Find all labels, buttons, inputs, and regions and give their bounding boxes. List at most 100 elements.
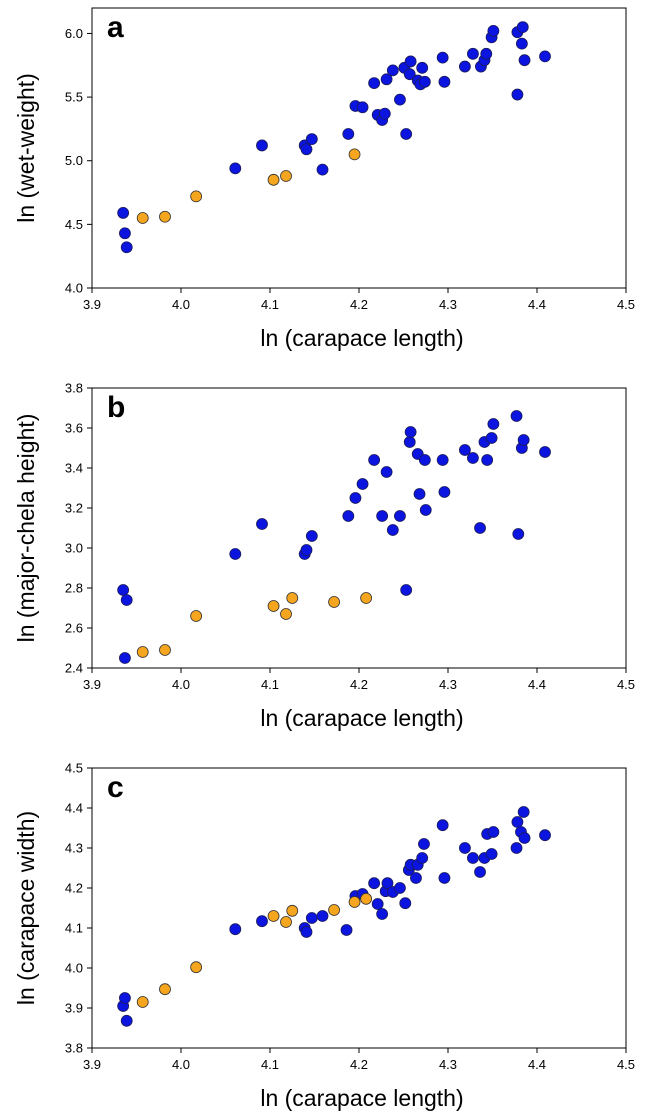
blue-data-point: [400, 584, 413, 596]
blue-data-point: [356, 101, 369, 114]
blue-data-point: [386, 524, 399, 536]
orange-data-point: [286, 904, 299, 917]
plot-frame: [91, 7, 627, 289]
x-tick-label: 4.5: [617, 677, 635, 692]
blue-data-point: [300, 143, 313, 156]
blue-data-point: [459, 842, 471, 854]
orange-data-point: [190, 610, 203, 622]
blue-data-point: [378, 107, 391, 120]
blue-data-point: [418, 838, 430, 850]
y-tick-label: 3.6: [65, 421, 83, 436]
x-axis-title: ln (carapace length): [260, 325, 463, 351]
blue-data-point: [380, 73, 393, 86]
blue-data-point: [539, 446, 551, 458]
x-tick-label: 4.4: [528, 677, 546, 692]
blue-data-point: [120, 594, 133, 606]
orange-data-point: [159, 983, 171, 996]
blue-data-point: [305, 912, 318, 924]
blue-data-point: [518, 54, 531, 67]
x-tick-label: 4.3: [439, 297, 457, 312]
blue-data-point: [481, 454, 494, 466]
blue-data-point: [256, 915, 268, 928]
y-tick-label: 4.1: [65, 921, 83, 936]
blue-data-point: [511, 88, 524, 101]
blue-data-point: [349, 492, 362, 504]
blue-data-point: [371, 898, 384, 910]
blue-data-point: [410, 872, 422, 884]
orange-data-point: [267, 910, 280, 922]
y-tick-label: 2.6: [65, 621, 83, 636]
blue-data-point: [419, 504, 432, 516]
blue-data-point: [400, 128, 413, 140]
y-tick-label: 2.8: [65, 581, 83, 596]
y-tick-label: 4.5: [65, 217, 83, 232]
blue-data-point: [539, 829, 551, 842]
blue-data-point: [510, 410, 523, 422]
y-tick-label: 6.0: [65, 26, 83, 41]
blue-data-point: [517, 806, 530, 818]
orange-data-point: [136, 996, 149, 1008]
blue-data-point: [436, 819, 449, 832]
x-tick-label: 4.3: [439, 677, 457, 692]
y-tick-label: 4.4: [65, 801, 83, 816]
blue-data-point: [403, 68, 416, 81]
x-tick-label: 3.9: [83, 677, 101, 692]
panel-letter: c: [107, 771, 124, 804]
blue-data-point: [436, 51, 449, 64]
blue-data-point: [305, 133, 318, 145]
orange-data-point: [136, 646, 149, 658]
x-axis-title: ln (carapace length): [260, 1085, 463, 1111]
blue-data-point: [342, 510, 355, 522]
x-tick-label: 4.5: [617, 297, 635, 312]
plot-frame: [91, 767, 627, 1049]
orange-data-point: [190, 190, 203, 203]
y-axis-title: ln (wet-weight): [13, 73, 39, 223]
x-tick-label: 4.1: [261, 677, 279, 692]
blue-data-point: [459, 444, 471, 456]
blue-data-point: [305, 530, 318, 542]
blue-data-point: [438, 486, 451, 498]
blue-data-point: [438, 872, 451, 884]
blue-data-point: [487, 25, 500, 37]
blue-data-point: [485, 848, 498, 860]
y-tick-label: 4.0: [65, 961, 83, 976]
blue-data-point: [368, 77, 381, 89]
y-tick-label: 4.3: [65, 841, 83, 856]
orange-data-point: [360, 592, 373, 604]
blue-data-point: [467, 452, 479, 464]
y-tick-label: 4.2: [65, 881, 83, 896]
x-tick-label: 4.0: [172, 1057, 190, 1072]
blue-data-point: [512, 528, 525, 540]
blue-data-point: [300, 926, 313, 938]
x-tick-label: 4.2: [350, 297, 368, 312]
blue-data-point: [480, 47, 493, 60]
x-tick-label: 4.4: [528, 1057, 546, 1072]
blue-data-point: [368, 454, 381, 466]
y-tick-label: 3.2: [65, 501, 83, 516]
orange-data-point: [328, 596, 340, 608]
x-tick-label: 4.0: [172, 297, 190, 312]
blue-data-point: [316, 910, 329, 922]
blue-data-point: [342, 128, 355, 140]
blue-data-point: [467, 852, 479, 864]
blue-data-point: [416, 852, 429, 864]
blue-data-point: [539, 50, 551, 63]
chart-panel-b: 3.9 4.0 4.1 4.2 4.3 4.4 4.5 2.4 2.6 2.8 3.0 3.2 3.4 3…: [13, 381, 635, 732]
x-tick-label: 3.9: [83, 1057, 101, 1072]
blue-data-point: [381, 877, 394, 890]
y-tick-label: 5.5: [65, 90, 83, 105]
blue-data-point: [300, 544, 313, 556]
orange-data-point: [136, 212, 149, 224]
y-tick-label: 4.0: [65, 281, 83, 296]
blue-data-point: [394, 510, 406, 522]
y-axis-title: ln (carapace width): [13, 811, 39, 1005]
blue-data-point: [340, 924, 353, 936]
blue-data-point: [485, 432, 498, 444]
y-tick-label: 3.9: [65, 1001, 83, 1016]
x-tick-label: 3.9: [83, 297, 101, 312]
x-tick-label: 4.1: [261, 297, 279, 312]
blue-data-point: [119, 992, 131, 1004]
orange-data-point: [328, 904, 340, 916]
blue-data-point: [368, 877, 381, 890]
